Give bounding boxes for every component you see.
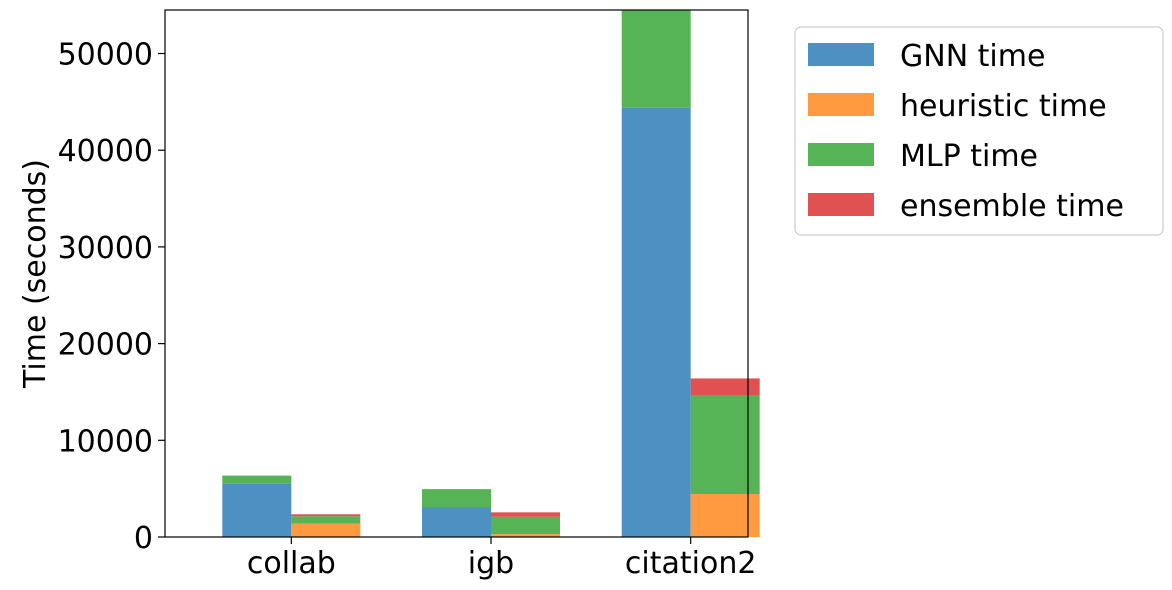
legend-swatch-ensemble-time [808, 193, 874, 216]
bar-segment-citation2-1-MLP-time [690, 395, 760, 494]
bar-segment-collab-1-ensemble-time [291, 514, 361, 517]
y-axis-label: Time (seconds) [18, 159, 53, 389]
bar-segment-igb-1-heuristic-time [491, 534, 560, 537]
bar-segment-citation2-1-heuristic-time [690, 493, 760, 537]
y-tick-label: 40000 [58, 134, 153, 169]
bar-segment-citation2-0-GNN-time [621, 107, 691, 538]
bar-segment-igb-0-MLP-time [422, 489, 491, 508]
bars-layer [222, 10, 760, 538]
legend-label: GNN time [900, 39, 1045, 74]
y-axis: 0 10000 20000 30000 40000 50000 [58, 38, 165, 556]
x-tick-label: collab [247, 546, 336, 581]
y-tick-label: 0 [134, 521, 153, 556]
legend-label: MLP time [900, 139, 1038, 174]
bar-segment-collab-0-GNN-time [222, 483, 292, 537]
bar-segment-collab-1-heuristic-time [291, 523, 361, 537]
bar-segment-igb-1-MLP-time [491, 516, 560, 535]
legend-box [794, 26, 1164, 236]
x-tick-label: igb [468, 546, 514, 581]
bar-segment-citation2-1-ensemble-time [690, 378, 760, 396]
y-tick-label: 50000 [58, 38, 153, 73]
x-axis: collab igb citation2 [247, 537, 757, 581]
y-tick-label: 30000 [58, 231, 153, 266]
plot-frame [164, 9, 749, 538]
legend-label: heuristic time [900, 89, 1107, 124]
y-tick-label: 20000 [58, 328, 153, 363]
bar-segment-collab-1-MLP-time [291, 516, 361, 524]
bar-segment-igb-1-ensemble-time [491, 512, 560, 517]
legend: GNN time heuristic time MLP time ensemble t… [794, 26, 1164, 236]
legend-swatch-heuristic-time [808, 93, 874, 116]
legend-label: ensemble time [900, 189, 1124, 224]
legend-swatch-GNN-time [808, 43, 874, 66]
bar-segment-collab-0-MLP-time [222, 475, 292, 484]
x-tick-label: citation2 [625, 546, 757, 581]
bar-segment-igb-0-GNN-time [422, 507, 491, 537]
y-tick-label: 10000 [58, 424, 153, 459]
bar-segment-citation2-0-MLP-time [621, 10, 691, 108]
legend-swatch-MLP-time [808, 143, 874, 166]
